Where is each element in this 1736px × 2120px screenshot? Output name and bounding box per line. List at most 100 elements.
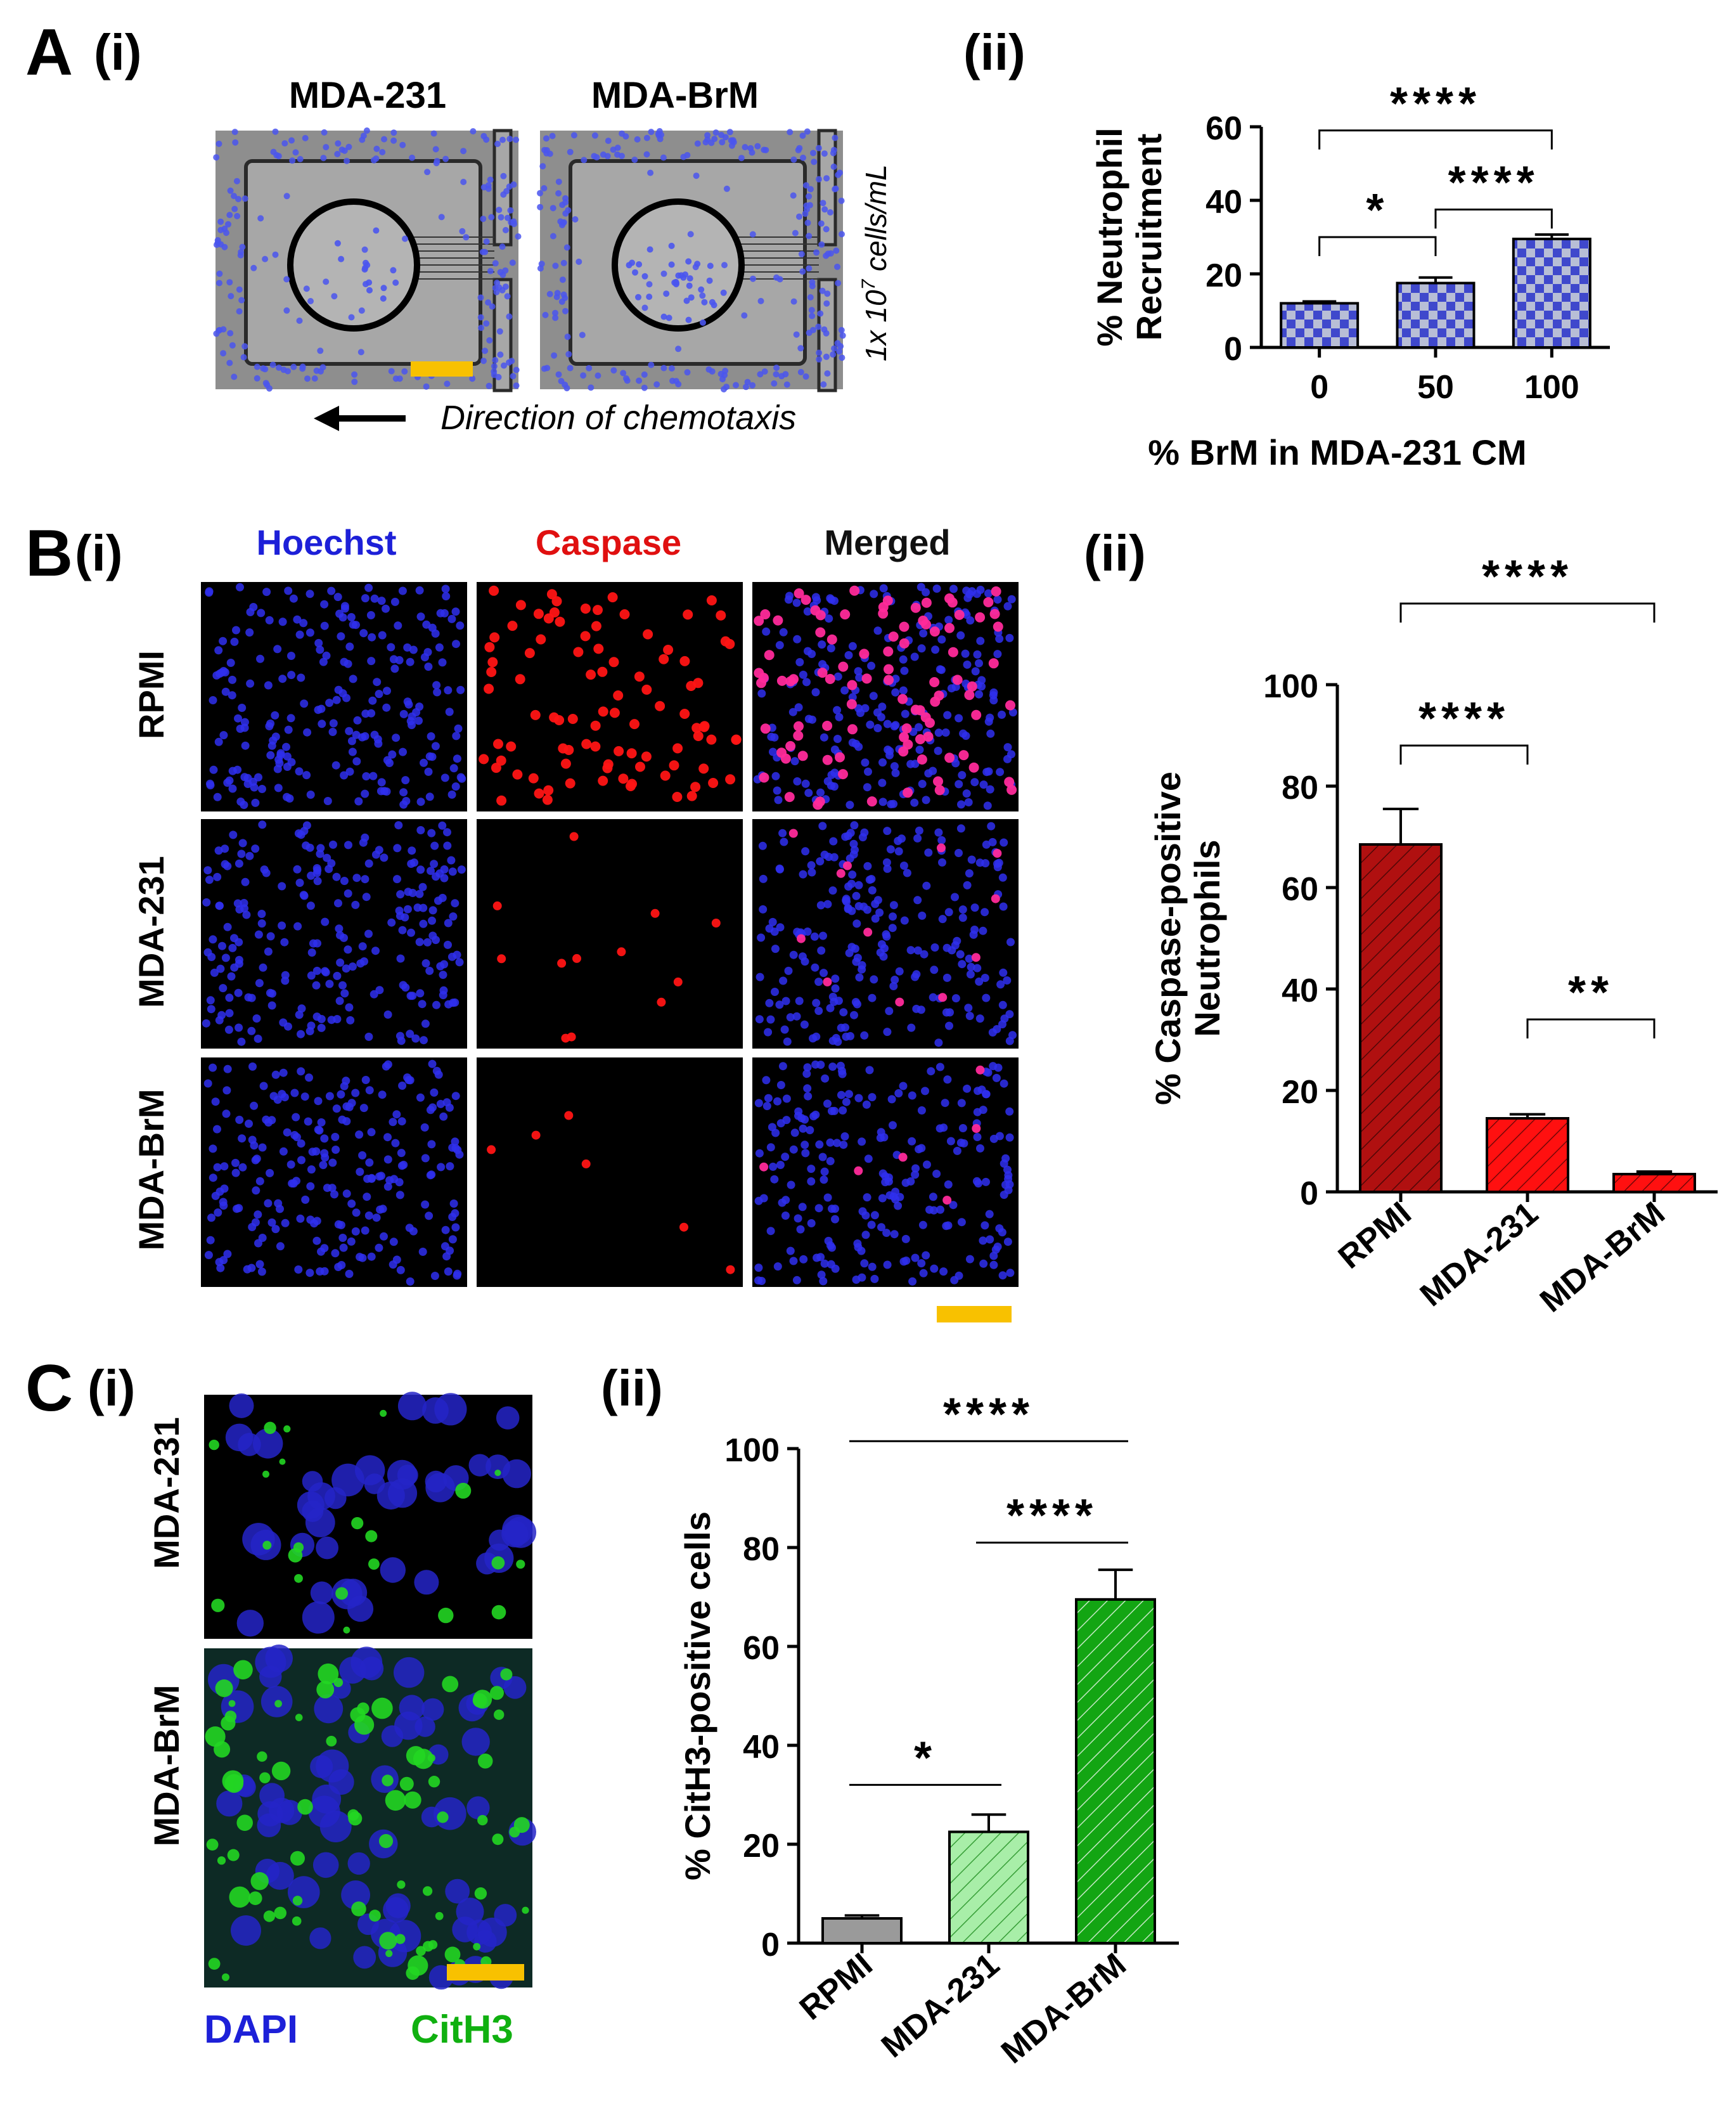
panel-c-letter: C	[25, 1352, 73, 1425]
nucleus	[820, 1259, 829, 1268]
y-tick-label: 60	[1282, 871, 1318, 908]
cith3-spot	[318, 1663, 339, 1684]
nucleus	[422, 1397, 449, 1424]
cell	[361, 246, 368, 253]
caspase-spot	[489, 585, 499, 596]
nucleus	[867, 1220, 876, 1229]
nucleus	[430, 860, 439, 869]
nucleus	[234, 988, 243, 997]
nucleus	[986, 785, 994, 794]
cell	[685, 258, 692, 265]
nucleus	[770, 1175, 779, 1184]
nucleus	[846, 1031, 854, 1040]
nucleus	[214, 646, 223, 655]
nucleus	[425, 1212, 434, 1220]
nucleus	[973, 1108, 982, 1116]
nucleus	[983, 801, 992, 810]
cell	[749, 231, 756, 238]
nucleus	[256, 654, 264, 663]
nucleus	[975, 659, 983, 668]
cith3-spot	[250, 1872, 269, 1891]
cell	[292, 149, 299, 156]
nucleus	[807, 1165, 816, 1173]
nucleus	[364, 583, 373, 592]
nucleus	[451, 782, 460, 791]
nucleus	[779, 976, 788, 985]
nucleus	[970, 903, 979, 912]
nucleus	[854, 902, 863, 910]
nucleus	[365, 1086, 374, 1095]
nucleus	[389, 1118, 397, 1127]
nucleus	[1006, 1269, 1015, 1277]
cell	[235, 196, 241, 202]
nucleus	[230, 637, 239, 646]
cith3-spot	[259, 1772, 271, 1783]
nucleus	[279, 1018, 288, 1027]
cell	[317, 347, 324, 354]
cell	[792, 229, 799, 236]
caspase-spot	[484, 642, 495, 652]
caspase-spot	[822, 720, 833, 731]
nucleus	[887, 800, 896, 808]
nucleus	[903, 869, 911, 877]
nucleus	[344, 841, 352, 850]
nucleus	[440, 609, 449, 617]
nucleus	[831, 984, 840, 993]
caspase-spot	[543, 613, 554, 624]
cell	[220, 350, 227, 357]
nucleus	[907, 1023, 916, 1032]
nucleus	[887, 1095, 896, 1104]
caspase-spot	[491, 763, 501, 773]
nucleus	[979, 926, 987, 935]
nucleus	[848, 642, 857, 650]
nucleus	[795, 658, 804, 666]
cell	[497, 351, 504, 358]
cith3-spot	[509, 1826, 520, 1838]
caspase-spot	[1005, 700, 1015, 711]
cell	[701, 299, 708, 306]
nucleus	[317, 1118, 326, 1127]
nucleus	[430, 1088, 439, 1097]
nucleus	[377, 778, 386, 787]
caspase-spot	[515, 674, 525, 685]
cell	[823, 252, 830, 259]
nucleus	[883, 1260, 892, 1269]
caspase-spot	[838, 661, 849, 672]
nucleus	[447, 952, 456, 961]
cell	[799, 132, 806, 139]
nucleus	[359, 1104, 368, 1113]
caspase-spot	[921, 597, 932, 608]
nucleus	[801, 779, 810, 788]
nucleus	[879, 952, 888, 961]
cell	[802, 210, 809, 217]
nucleus	[252, 1186, 260, 1195]
nucleus	[847, 879, 856, 888]
nucleus	[974, 1179, 983, 1188]
caspase-spot	[971, 953, 981, 962]
nucleus	[262, 1115, 271, 1124]
cell	[551, 352, 558, 359]
cith3-spot	[221, 1716, 236, 1731]
nucleus	[407, 860, 416, 868]
cell	[702, 139, 709, 146]
nucleus	[443, 841, 452, 850]
cell	[810, 150, 816, 157]
nucleus	[890, 1230, 899, 1239]
y-axis-label: Recruitment	[1129, 134, 1169, 341]
cell	[787, 129, 794, 136]
nucleus	[264, 681, 273, 690]
caspase-spot	[903, 787, 913, 798]
cell	[565, 351, 572, 358]
caspase-spot	[942, 1196, 952, 1205]
caspase-spot	[725, 774, 736, 785]
cell	[813, 249, 820, 256]
caspase-spot	[968, 762, 979, 773]
nucleus	[302, 1471, 323, 1492]
nucleus	[449, 1199, 458, 1208]
nucleus	[861, 1231, 870, 1239]
cell	[538, 261, 545, 268]
nucleus	[823, 1193, 832, 1202]
panel-b-sub-i: (i)	[75, 525, 123, 581]
nucleus	[977, 682, 986, 691]
cell	[229, 342, 236, 349]
